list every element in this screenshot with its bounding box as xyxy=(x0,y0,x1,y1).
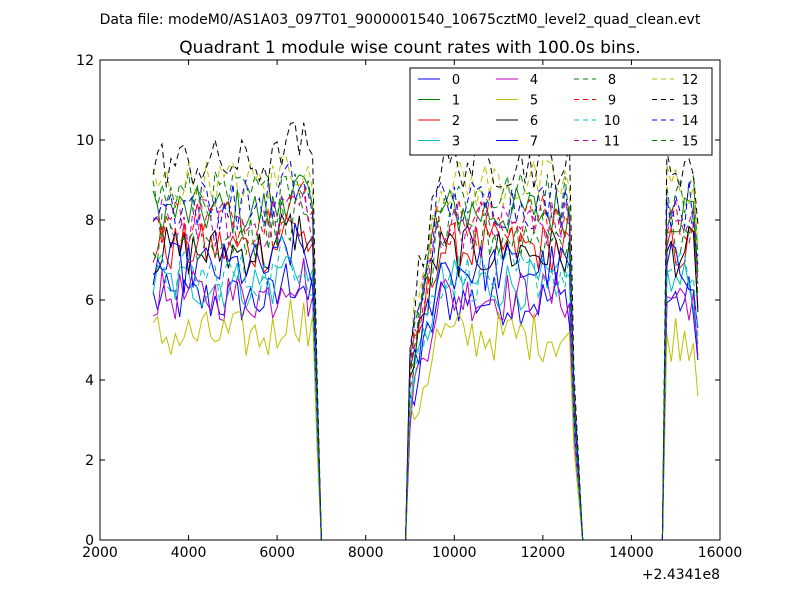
legend-label-12: 12 xyxy=(682,73,699,88)
series-line-4 xyxy=(152,258,699,541)
series-line-5 xyxy=(152,298,699,541)
x-tick-label: 10000 xyxy=(432,545,477,561)
y-tick-label: 10 xyxy=(76,133,94,149)
legend-label-6: 6 xyxy=(530,114,538,129)
y-tick-label: 12 xyxy=(76,53,94,69)
series-line-9 xyxy=(152,180,699,541)
y-tick-label: 8 xyxy=(85,213,94,229)
x-offset-label: +2.4341e8 xyxy=(642,567,720,583)
x-tick-label: 8000 xyxy=(348,545,384,561)
series-layer xyxy=(152,121,699,541)
legend-label-15: 15 xyxy=(682,135,699,150)
series-line-13 xyxy=(152,121,699,541)
chart-title: Quadrant 1 module wise count rates with … xyxy=(179,38,640,58)
series-line-1 xyxy=(152,174,699,541)
series-line-14 xyxy=(152,159,699,541)
y-tick-label: 2 xyxy=(85,453,94,469)
x-tick-label: 6000 xyxy=(259,545,295,561)
legend-label-11: 11 xyxy=(604,135,621,150)
legend-label-13: 13 xyxy=(682,94,699,109)
legend-label-10: 10 xyxy=(604,114,621,129)
series-line-15 xyxy=(152,192,699,541)
y-tick-label: 6 xyxy=(85,293,94,309)
legend-label-3: 3 xyxy=(452,135,460,150)
x-tick-label: 14000 xyxy=(609,545,654,561)
legend-label-7: 7 xyxy=(530,135,538,150)
legend-label-1: 1 xyxy=(452,94,460,109)
y-tick-label: 4 xyxy=(85,373,94,389)
legend-label-4: 4 xyxy=(530,73,538,88)
plot-frame xyxy=(99,59,721,541)
y-tick-label: 0 xyxy=(85,533,94,549)
x-tick-label: 16000 xyxy=(698,545,743,561)
figure-suptitle: Data file: modeM0/AS1A03_097T01_90000015… xyxy=(100,12,701,28)
series-line-11 xyxy=(152,190,699,541)
legend-label-5: 5 xyxy=(530,94,538,109)
legend-label-14: 14 xyxy=(682,114,699,129)
series-line-0 xyxy=(152,263,699,541)
x-tick-label: 2000 xyxy=(82,545,118,561)
legend-label-8: 8 xyxy=(608,73,616,88)
axes-layer: 2000 4000 6000 8000 10000 12000 14000 16000 0 2 4 6… xyxy=(76,53,742,561)
legend-label-2: 2 xyxy=(452,114,460,129)
series-line-6 xyxy=(152,212,699,541)
legend-label-0: 0 xyxy=(452,73,460,88)
series-line-7 xyxy=(152,222,699,541)
x-tick-label: 4000 xyxy=(171,545,207,561)
series-line-8 xyxy=(152,171,699,541)
series-line-10 xyxy=(152,234,699,541)
x-tick-label: 12000 xyxy=(521,545,566,561)
legend-label-9: 9 xyxy=(608,94,616,109)
series-line-2 xyxy=(152,216,699,541)
